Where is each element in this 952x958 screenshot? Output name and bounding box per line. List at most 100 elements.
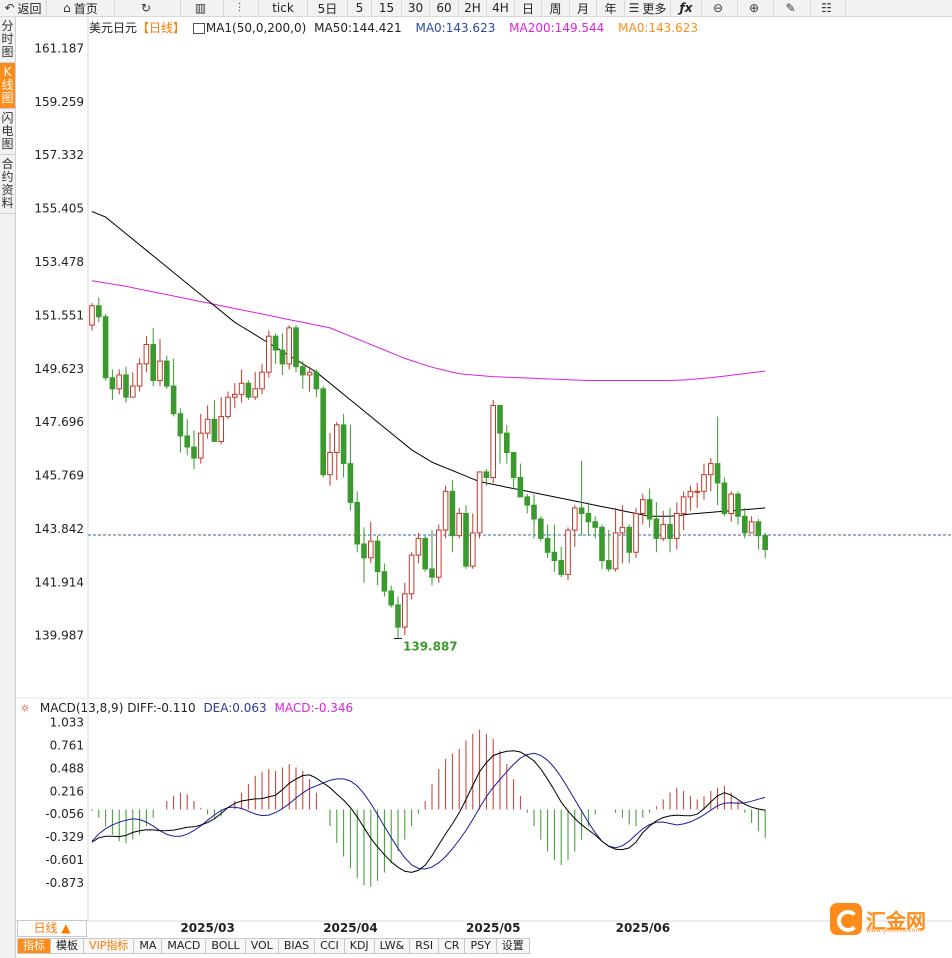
zoom-in-button[interactable]: ⊕ [738, 0, 774, 16]
period-14-button[interactable]: 周 [542, 0, 570, 16]
candle-body [653, 518, 660, 539]
period-15-button[interactable]: 月 [570, 0, 597, 16]
candle-body [476, 471, 483, 534]
ma50-line [91, 211, 766, 517]
bottom-tab-9[interactable]: KDJ [344, 938, 375, 954]
toolbar-label: 日 [521, 1, 534, 16]
home-button[interactable]: ⌂ 首页 [47, 0, 115, 16]
toolbar: ↶ 返回 ⌂ 首页 ↻ ▥ ⫶ tick 5日 5 15 30 60 2H 4H 日周月年 ☰ 更多 ƒx ⊖ ⊕ ✎ ☷ [0, 0, 952, 17]
candle-body [408, 554, 415, 595]
toolbar-label: 5 [355, 1, 364, 15]
candle-body [572, 507, 578, 531]
candle-body [429, 568, 435, 578]
candle [551, 524, 558, 572]
period-16-button[interactable]: 年 [597, 0, 625, 16]
back-arrow-button[interactable]: ↶ 返回 [0, 0, 47, 16]
period-11-button[interactable]: 2H [459, 0, 487, 16]
candle [402, 582, 408, 636]
candle-body [708, 463, 714, 476]
candle-body [232, 393, 238, 398]
bottom-tab-4[interactable]: MACD [162, 938, 207, 954]
candle [463, 505, 469, 569]
macd-legend: ☼ MACD(13,8,9) DIFF:-0.110 DEA:0.063 MACD… [20, 701, 353, 715]
function-button[interactable]: ƒx [671, 0, 702, 16]
period-9-button[interactable]: 30 [402, 0, 430, 16]
candle-body [225, 396, 231, 418]
bottom-tab-5[interactable]: BOLL [206, 938, 246, 954]
bottom-tab-3[interactable]: MA [134, 938, 163, 954]
period-8-button[interactable]: 15 [372, 0, 402, 16]
logo-text: 汇金网 [866, 908, 926, 933]
candle-button[interactable]: ⫶ [224, 0, 259, 16]
candle-body [544, 537, 551, 553]
period-12-button[interactable]: 4H [487, 0, 515, 16]
candle-body [633, 512, 639, 553]
candle [313, 369, 320, 398]
bottom-tab-8[interactable]: CCI [315, 938, 345, 954]
pen-button[interactable]: ✎ [774, 0, 811, 16]
candle [327, 433, 333, 486]
candle-body [116, 374, 123, 390]
x-tick-label: 2025/06 [616, 921, 670, 935]
candle-body [619, 526, 626, 534]
bar-chart-button[interactable]: ▥ [181, 0, 224, 16]
toolbar-label: 15 [378, 1, 395, 15]
period-6-button[interactable]: 5日 [308, 0, 348, 16]
candle-body [728, 493, 735, 514]
main-y-tick-label: 149.623 [34, 362, 84, 376]
candle [633, 507, 639, 558]
candle [572, 505, 578, 547]
candle-body [272, 335, 279, 351]
candle [259, 363, 265, 395]
bottom-tab-2[interactable]: VIP指标 [84, 938, 135, 954]
candle-body [449, 490, 456, 537]
main-y-tick-label: 145.769 [34, 469, 84, 483]
bottom-tab-10[interactable]: LW& [374, 938, 411, 954]
candle [286, 325, 292, 370]
bottom-tab-14[interactable]: 设置 [496, 938, 530, 954]
candle [177, 408, 184, 453]
candle [157, 338, 163, 387]
period-button[interactable]: 日线 ▲ [17, 920, 87, 937]
bottom-tab-7[interactable]: BIAS [278, 938, 316, 954]
side-tab-3[interactable]: 合约资料 [0, 155, 15, 214]
candle-body [347, 463, 354, 503]
dea-line [91, 752, 766, 870]
bottom-tab-6[interactable]: VOL [245, 938, 279, 954]
period-13-button[interactable]: 日 [515, 0, 542, 16]
legend-ma0-second: MA0:143.623 [618, 21, 699, 35]
candle [653, 502, 660, 553]
side-tab-2[interactable]: 闪电图 [0, 109, 15, 155]
candle [565, 527, 571, 580]
settings-button[interactable]: ☷ [811, 0, 846, 16]
candle-body [687, 490, 694, 498]
toolbar-label: 首页 [73, 1, 98, 16]
zoom-in-icon: ⊕ [748, 1, 760, 15]
refresh-button[interactable]: ↻ [115, 0, 181, 16]
bottom-tab-11[interactable]: RSI [410, 938, 440, 954]
side-tab-0[interactable]: 分时图 [0, 17, 15, 63]
chart-area[interactable]: 美元日元【日线】 MA1(50,0,200,0) MA50:144.421 MA… [16, 17, 952, 958]
bottom-tab-0[interactable]: 指标 [17, 938, 51, 954]
candle [544, 524, 551, 558]
candle-body [415, 537, 422, 556]
indicator-icon[interactable] [192, 23, 205, 34]
candle [136, 358, 143, 392]
candle [708, 458, 714, 492]
macd-settings-icon[interactable]: ☼ [20, 702, 30, 715]
bottom-tab-13[interactable]: PSY [465, 938, 497, 954]
period-10-button[interactable]: 60 [430, 0, 459, 16]
candle-body [422, 537, 428, 570]
menu-button[interactable]: ☰ 更多 [625, 0, 671, 16]
candle [415, 532, 422, 564]
bottom-tab-12[interactable]: CR [439, 938, 466, 954]
candle [755, 519, 762, 550]
chart-svg[interactable]: 161.187 159.259 157.332 155.405 153.478 151.5… [16, 17, 952, 958]
main-y-tick-label: 157.332 [34, 148, 84, 162]
period-5-button[interactable]: tick [259, 0, 308, 16]
period-7-button[interactable]: 5 [348, 0, 372, 16]
bottom-tab-1[interactable]: 模板 [51, 938, 84, 954]
zoom-out-button[interactable]: ⊖ [702, 0, 738, 16]
candle-body [143, 344, 150, 365]
